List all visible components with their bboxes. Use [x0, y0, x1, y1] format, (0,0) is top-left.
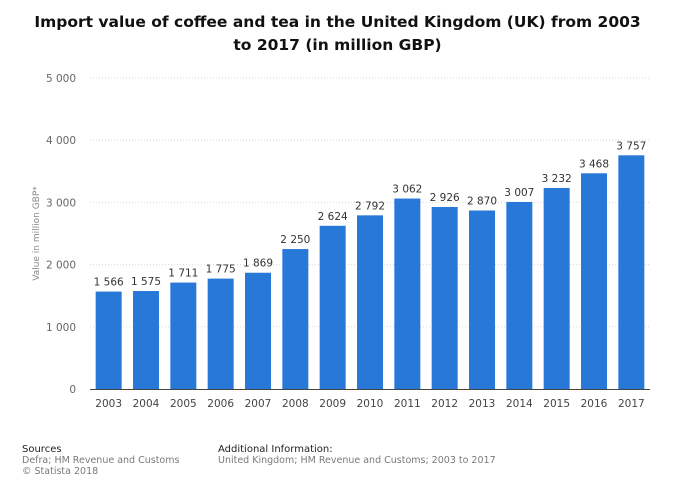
- bar: [133, 291, 159, 389]
- bar: [170, 282, 197, 389]
- bar-value-label: 3 468: [579, 158, 609, 170]
- sources-text: Defra; HM Revenue and Customs: [22, 455, 180, 466]
- bar: [581, 173, 607, 389]
- bar: [95, 291, 122, 389]
- y-tick-label: 2 000: [46, 260, 76, 272]
- bar: [431, 207, 458, 389]
- bar: [357, 215, 383, 389]
- x-tick-label: 2003: [95, 398, 122, 410]
- y-axis-ticks: 0 1 000 2 000 3 000 4 000 5 000: [46, 73, 76, 396]
- x-tick-label: 2006: [207, 398, 234, 410]
- bar-value-label: 2 792: [355, 200, 385, 212]
- x-tick-label: 2009: [319, 398, 346, 410]
- chart-title-line-2: to 2017 (in million GBP): [233, 36, 442, 54]
- chart-title-line-1: Import value of coffee and tea in the Un…: [34, 13, 641, 31]
- bar-value-label: 3 232: [542, 173, 572, 185]
- chart-title: Import value of coffee and tea in the Un…: [20, 11, 655, 57]
- x-tick-label: 2008: [282, 398, 309, 410]
- x-tick-label: 2007: [245, 398, 272, 410]
- x-tick-label: 2016: [581, 398, 608, 410]
- sources-heading: Sources: [22, 444, 62, 455]
- bar-value-label: 1 711: [168, 268, 198, 280]
- bar: [469, 210, 495, 389]
- y-tick-label: 4 000: [46, 135, 76, 147]
- bar: [543, 187, 570, 389]
- bar-value-label: 2 870: [467, 195, 497, 207]
- bar-value-label: 1 775: [206, 264, 236, 276]
- sources-block: Sources Defra; HM Revenue and Customs © …: [22, 444, 179, 477]
- bar: [207, 278, 234, 389]
- bar-value-label: 2 926: [430, 192, 460, 204]
- x-tick-label: 2004: [133, 398, 160, 410]
- y-tick-label: 1 000: [46, 322, 76, 334]
- bar-value-label: 1 869: [243, 258, 273, 270]
- y-tick-label: 0: [69, 384, 76, 396]
- bar: [506, 201, 533, 389]
- bar: [618, 155, 645, 389]
- bar: [394, 198, 421, 389]
- data-labels: 1 566 1 575 1 711 1 775 1 869 2 250 2 624 2 792…: [94, 140, 647, 288]
- bar: [282, 249, 309, 389]
- bar-value-label: 2 624: [318, 211, 348, 223]
- bar-value-label: 2 250: [280, 234, 310, 246]
- bar: [245, 272, 271, 389]
- x-tick-label: 2005: [170, 398, 197, 410]
- x-tick-label: 2012: [431, 398, 458, 410]
- copyright-text: © Statista 2018: [22, 466, 99, 477]
- bar-value-label: 1 575: [131, 276, 161, 288]
- x-tick-label: 2015: [543, 398, 570, 410]
- bar-value-label: 3 757: [616, 140, 646, 152]
- additional-info-heading: Additional Information:: [218, 444, 333, 455]
- bar-value-label: 1 566: [94, 277, 124, 289]
- x-tick-label: 2011: [394, 398, 421, 410]
- y-axis-title: Value in million GBP*: [32, 186, 42, 281]
- bar: [319, 225, 346, 389]
- x-axis-ticks: 2003 2004 2005 2006 2007 2008 2009 2010 2011 2012…: [95, 398, 644, 410]
- x-tick-label: 2010: [357, 398, 384, 410]
- x-tick-label: 2017: [618, 398, 645, 410]
- y-tick-label: 5 000: [46, 73, 76, 85]
- bars: [95, 155, 645, 389]
- x-tick-label: 2013: [469, 398, 496, 410]
- bar-value-label: 3 007: [504, 187, 534, 199]
- bar-value-label: 3 062: [392, 184, 422, 196]
- x-tick-label: 2014: [506, 398, 533, 410]
- additional-info-text: United Kingdom; HM Revenue and Customs; …: [218, 455, 496, 466]
- additional-info-block: Additional Information: United Kingdom; …: [218, 444, 496, 466]
- y-tick-label: 3 000: [46, 197, 76, 209]
